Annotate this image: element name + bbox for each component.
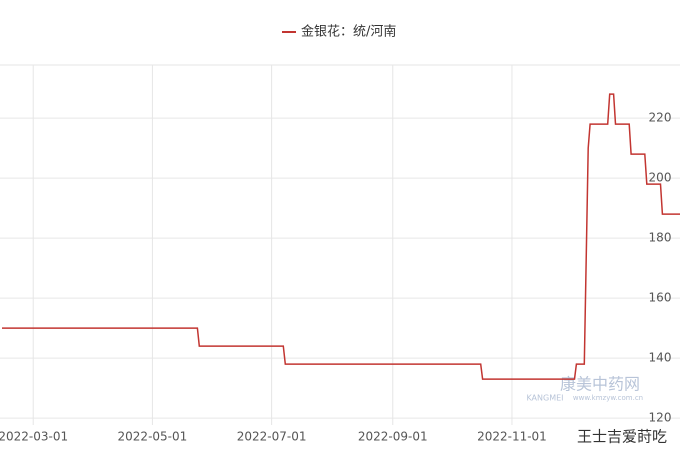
watermark: KANGMEI xyxy=(526,394,563,403)
y-tick-label: 160 xyxy=(649,291,672,305)
x-tick-label: 2022-05-01 xyxy=(118,430,188,444)
watermark: 康美中药网 xyxy=(560,375,640,394)
y-tick-label: 140 xyxy=(649,351,672,365)
legend-label: 金银花：统/河南 xyxy=(301,24,396,40)
x-tick-label: 2022-03-01 xyxy=(0,430,68,444)
x-tick-label: 2022-09-01 xyxy=(358,430,428,444)
watermark: 王士吉爱莳吃 xyxy=(577,428,667,446)
x-tick-label: 2022-11-01 xyxy=(477,430,547,444)
y-tick-label: 180 xyxy=(649,231,672,245)
y-tick-label: 200 xyxy=(649,171,672,185)
y-tick-label: 120 xyxy=(649,411,672,425)
x-tick-label: 2022-07-01 xyxy=(237,430,307,444)
y-tick-label: 220 xyxy=(649,111,672,125)
line xyxy=(2,93,680,380)
watermark: www.kmzyw.com.cn xyxy=(573,394,643,402)
